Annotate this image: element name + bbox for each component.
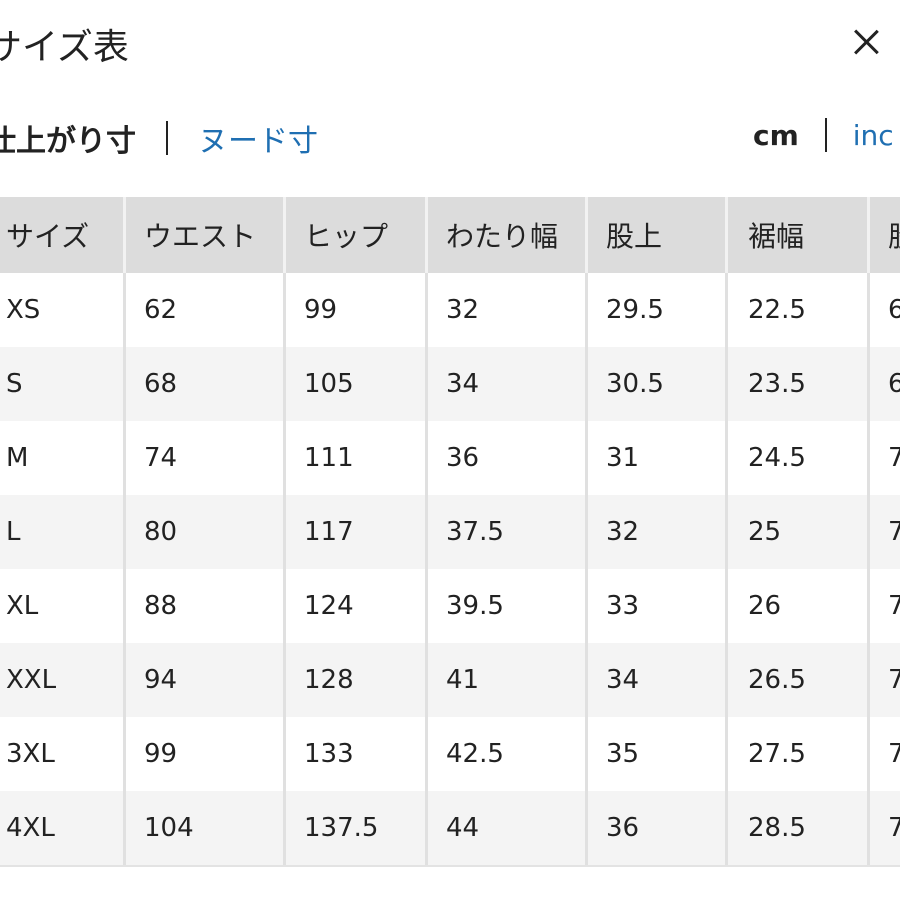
table-cell: 80 (126, 495, 286, 569)
table-cell: 30.5 (588, 347, 728, 421)
table-cell: 34 (428, 347, 588, 421)
table-cell: 7 (870, 717, 900, 791)
table-cell: 26.5 (728, 643, 870, 717)
table-cell: 68 (126, 347, 286, 421)
table-cell: 74 (126, 421, 286, 495)
table-cell: 137.5 (286, 791, 428, 865)
unit-toggle: cm inc (753, 118, 894, 152)
table-cell: 35 (588, 717, 728, 791)
table-cell: 105 (286, 347, 428, 421)
table-cell: 4XL (0, 791, 126, 865)
table-cell: 28.5 (728, 791, 870, 865)
table-cell: 7 (870, 569, 900, 643)
tab-body-size[interactable]: ヌード寸 (198, 124, 318, 159)
table-cell: 99 (286, 273, 428, 347)
column-header: ヒップ (286, 197, 428, 273)
table-cell: 34 (588, 643, 728, 717)
column-header: 裾幅 (728, 197, 870, 273)
table-cell: 6 (870, 273, 900, 347)
table-cell: XXL (0, 643, 126, 717)
table-cell: XL (0, 569, 126, 643)
table-cell: 6 (870, 347, 900, 421)
table-cell: 32 (428, 273, 588, 347)
table-cell: 41 (428, 643, 588, 717)
table-cell: 7 (870, 643, 900, 717)
table-cell: 24.5 (728, 421, 870, 495)
table-cell: 117 (286, 495, 428, 569)
table-cell: 42.5 (428, 717, 588, 791)
table-cell: 37.5 (428, 495, 588, 569)
table-cell: 32 (588, 495, 728, 569)
table-cell: 31 (588, 421, 728, 495)
table-cell: 7 (870, 421, 900, 495)
column-header: 股 (870, 197, 900, 273)
table-cell: 25 (728, 495, 870, 569)
table-cell: 133 (286, 717, 428, 791)
table-cell: 22.5 (728, 273, 870, 347)
table-cell: 3XL (0, 717, 126, 791)
table-cell: 99 (126, 717, 286, 791)
table-cell: 36 (588, 791, 728, 865)
table-header-row: サイズウエストヒップわたり幅股上裾幅股 (0, 197, 900, 273)
table-cell: XS (0, 273, 126, 347)
table-cell: 94 (126, 643, 286, 717)
table-cell: 39.5 (428, 569, 588, 643)
column-header: わたり幅 (428, 197, 588, 273)
table-cell: 104 (126, 791, 286, 865)
table-cell: 7 (870, 791, 900, 865)
table-cell: 128 (286, 643, 428, 717)
size-table: サイズウエストヒップわたり幅股上裾幅股XS62993229.522.56S681… (0, 197, 900, 867)
table-cell: 36 (428, 421, 588, 495)
table-cell: M (0, 421, 126, 495)
table-cell: 29.5 (588, 273, 728, 347)
table-cell: 33 (588, 569, 728, 643)
column-header: 股上 (588, 197, 728, 273)
table-cell: 7 (870, 495, 900, 569)
table-cell: 62 (126, 273, 286, 347)
column-header: サイズ (0, 197, 126, 273)
table-cell: 124 (286, 569, 428, 643)
divider (824, 118, 827, 152)
table-cell: L (0, 495, 126, 569)
column-header: ウエスト (126, 197, 286, 273)
close-icon[interactable] (846, 22, 886, 62)
table-cell: 26 (728, 569, 870, 643)
measurement-type-tabs: 仕上がり寸 ヌード寸 (0, 116, 318, 160)
unit-inch[interactable]: inc (852, 118, 894, 152)
unit-cm[interactable]: cm (753, 118, 799, 152)
table-cell: 44 (428, 791, 588, 865)
table-cell: 23.5 (728, 347, 870, 421)
table-cell: 27.5 (728, 717, 870, 791)
tab-finished-size[interactable]: 仕上がり寸 (0, 124, 136, 159)
table-cell: 111 (286, 421, 428, 495)
table-cell: 88 (126, 569, 286, 643)
divider (166, 121, 168, 155)
page-title: サイズ表 (0, 27, 129, 68)
table-cell: S (0, 347, 126, 421)
